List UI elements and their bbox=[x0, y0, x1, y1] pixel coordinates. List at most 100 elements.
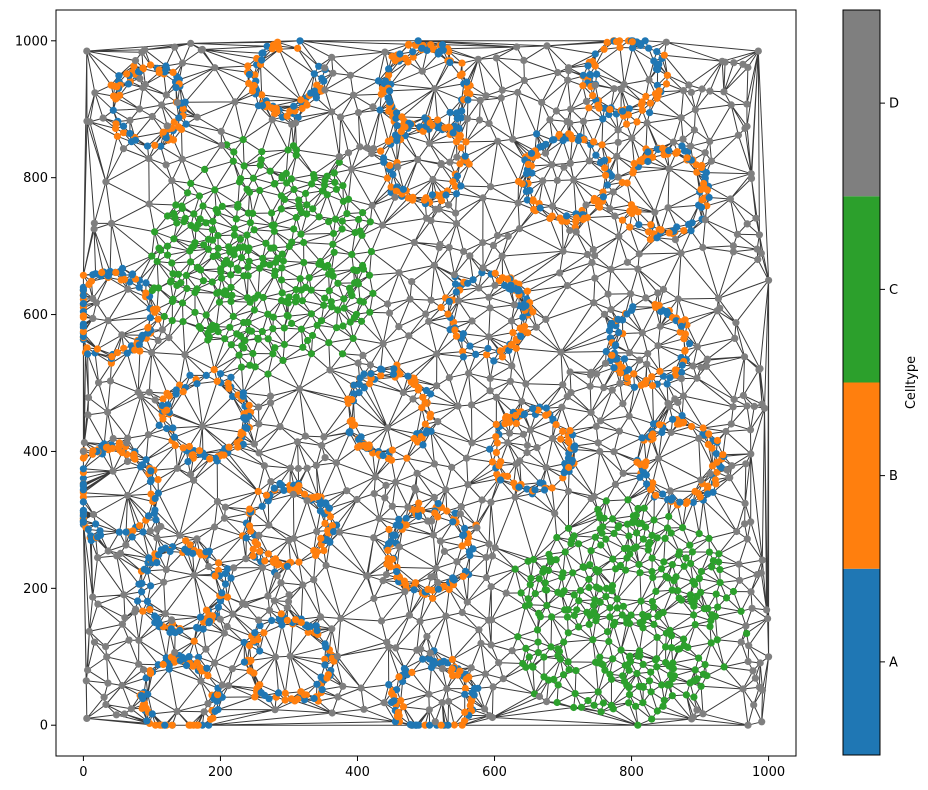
node-D bbox=[654, 342, 662, 350]
node-D bbox=[587, 408, 595, 417]
node-B bbox=[671, 366, 680, 374]
node-D bbox=[445, 243, 453, 251]
node-C bbox=[524, 595, 532, 603]
node-C bbox=[204, 329, 212, 337]
node-B bbox=[286, 107, 294, 115]
node-A bbox=[619, 107, 627, 115]
node-D bbox=[190, 571, 198, 579]
node-C bbox=[304, 336, 312, 345]
node-D bbox=[151, 396, 159, 404]
node-A bbox=[654, 66, 662, 74]
node-C bbox=[211, 186, 219, 194]
node-B bbox=[154, 476, 162, 484]
node-A bbox=[196, 613, 205, 621]
node-C bbox=[638, 519, 646, 527]
node-C bbox=[330, 169, 338, 177]
node-D bbox=[321, 64, 329, 72]
node-C bbox=[597, 541, 605, 549]
node-D bbox=[754, 255, 762, 264]
node-D bbox=[482, 92, 490, 100]
node-D bbox=[460, 247, 468, 255]
node-A bbox=[515, 483, 523, 491]
node-B bbox=[246, 522, 254, 530]
node-C bbox=[241, 336, 249, 345]
node-B bbox=[179, 444, 187, 452]
node-D bbox=[425, 706, 433, 714]
node-D bbox=[610, 85, 618, 93]
node-D bbox=[752, 214, 760, 222]
node-D bbox=[163, 122, 171, 130]
node-A bbox=[425, 655, 433, 663]
node-A bbox=[142, 456, 150, 464]
node-C bbox=[309, 331, 317, 340]
node-D bbox=[218, 681, 226, 689]
node-D bbox=[255, 449, 263, 457]
node-B bbox=[572, 217, 580, 225]
node-D bbox=[377, 617, 386, 625]
node-C bbox=[527, 574, 535, 582]
node-D bbox=[747, 588, 755, 596]
node-C bbox=[583, 608, 591, 616]
node-B bbox=[304, 628, 312, 636]
node-B bbox=[683, 154, 691, 162]
node-B bbox=[655, 87, 663, 95]
node-D bbox=[176, 531, 184, 539]
node-A bbox=[387, 698, 396, 707]
node-D bbox=[161, 610, 169, 618]
node-C bbox=[626, 653, 634, 661]
node-C bbox=[227, 283, 235, 291]
node-C bbox=[195, 323, 203, 331]
node-C bbox=[720, 663, 728, 671]
node-D bbox=[600, 310, 609, 318]
node-A bbox=[615, 328, 623, 337]
node-B bbox=[261, 557, 269, 565]
node-B bbox=[456, 667, 464, 675]
node-C bbox=[716, 566, 724, 574]
node-D bbox=[757, 569, 765, 577]
node-B bbox=[633, 458, 641, 466]
node-D bbox=[190, 476, 198, 484]
node-D bbox=[697, 476, 705, 484]
node-D bbox=[541, 149, 550, 157]
node-B bbox=[704, 440, 712, 448]
node-D bbox=[267, 478, 275, 486]
node-A bbox=[393, 122, 401, 130]
node-A bbox=[393, 133, 401, 141]
node-B bbox=[388, 446, 396, 454]
node-A bbox=[653, 81, 662, 89]
node-D bbox=[119, 145, 128, 153]
node-C bbox=[172, 201, 180, 209]
node-B bbox=[510, 479, 518, 487]
node-B bbox=[323, 674, 331, 682]
node-B bbox=[297, 618, 305, 627]
node-D bbox=[619, 469, 627, 477]
node-B bbox=[559, 427, 567, 435]
node-C bbox=[308, 180, 316, 188]
node-D bbox=[506, 377, 514, 385]
node-D bbox=[148, 348, 156, 357]
node-D bbox=[430, 493, 438, 501]
node-C bbox=[249, 209, 257, 217]
node-D bbox=[607, 265, 615, 273]
node-B bbox=[170, 118, 178, 126]
node-A bbox=[380, 154, 388, 162]
node-D bbox=[288, 120, 296, 128]
node-A bbox=[161, 68, 169, 76]
node-B bbox=[451, 326, 459, 334]
node-B bbox=[630, 370, 638, 378]
node-B bbox=[433, 116, 442, 124]
node-B bbox=[245, 642, 254, 650]
node-D bbox=[533, 444, 541, 452]
node-A bbox=[357, 433, 365, 441]
node-B bbox=[563, 217, 571, 225]
node-D bbox=[679, 87, 688, 95]
node-C bbox=[714, 603, 722, 611]
node-D bbox=[429, 175, 437, 184]
node-A bbox=[350, 390, 358, 398]
node-B bbox=[699, 424, 707, 432]
node-B bbox=[652, 491, 660, 499]
node-A bbox=[381, 77, 390, 85]
node-C bbox=[686, 591, 695, 599]
node-D bbox=[690, 126, 699, 134]
node-A bbox=[538, 142, 546, 151]
